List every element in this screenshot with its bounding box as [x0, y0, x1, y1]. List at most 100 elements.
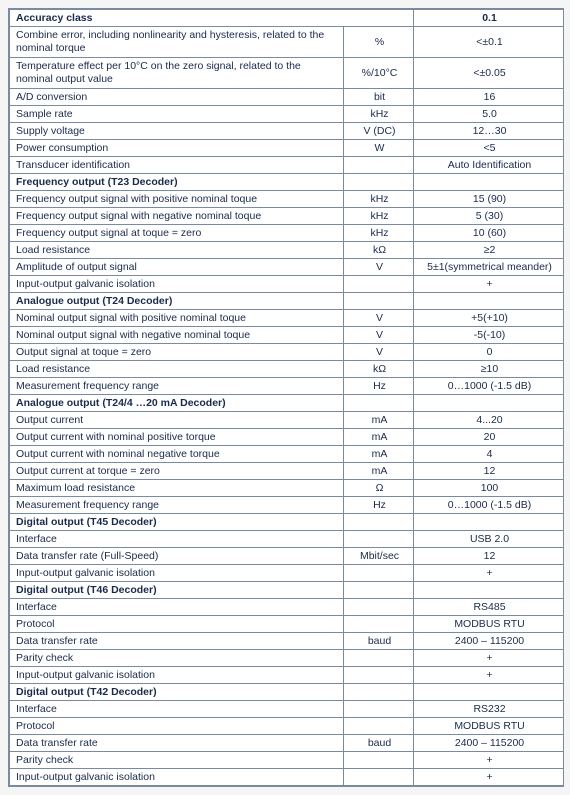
- section-label: Analogue output (T24/4 …20 mA Decoder): [10, 395, 344, 412]
- param-label: Measurement frequency range: [10, 378, 344, 395]
- param-label: Output current with nominal positive tor…: [10, 429, 344, 446]
- param-label: Load resistance: [10, 361, 344, 378]
- param-label: Output signal at toque = zero: [10, 344, 344, 361]
- param-value: ≥10: [414, 361, 564, 378]
- param-label: Temperature effect per 10°C on the zero …: [10, 58, 344, 89]
- param-label: Interface: [10, 599, 344, 616]
- param-label: Power consumption: [10, 140, 344, 157]
- param-value: 15 (90): [414, 191, 564, 208]
- header-left: Accuracy class: [10, 10, 414, 27]
- param-unit: [344, 565, 414, 582]
- section-unit: [344, 174, 414, 191]
- spec-table: Accuracy class0.1Combine error, includin…: [9, 9, 564, 786]
- param-label: Input-output galvanic isolation: [10, 667, 344, 684]
- param-value: 20: [414, 429, 564, 446]
- param-value: 5±1(symmetrical meander): [414, 259, 564, 276]
- param-label: Frequency output signal with positive no…: [10, 191, 344, 208]
- section-val: [414, 293, 564, 310]
- param-label: Transducer identification: [10, 157, 344, 174]
- param-label: Input-output galvanic isolation: [10, 276, 344, 293]
- param-unit: kHz: [344, 106, 414, 123]
- param-label: Interface: [10, 531, 344, 548]
- param-value: 2400 – 115200: [414, 633, 564, 650]
- param-value: RS485: [414, 599, 564, 616]
- param-value: <5: [414, 140, 564, 157]
- param-value: 4...20: [414, 412, 564, 429]
- param-label: Protocol: [10, 616, 344, 633]
- param-label: Data transfer rate (Full-Speed): [10, 548, 344, 565]
- param-value: <±0.05: [414, 58, 564, 89]
- param-label: Parity check: [10, 650, 344, 667]
- param-label: Parity check: [10, 752, 344, 769]
- param-unit: [344, 531, 414, 548]
- param-label: Input-output galvanic isolation: [10, 565, 344, 582]
- param-value: 0…1000 (-1.5 dB): [414, 378, 564, 395]
- param-unit: baud: [344, 633, 414, 650]
- section-val: [414, 395, 564, 412]
- param-unit: [344, 718, 414, 735]
- param-value: <±0.1: [414, 27, 564, 58]
- param-value: +: [414, 650, 564, 667]
- param-value: 4: [414, 446, 564, 463]
- section-unit: [344, 395, 414, 412]
- param-unit: Mbit/sec: [344, 548, 414, 565]
- param-unit: Ω: [344, 480, 414, 497]
- param-unit: bit: [344, 89, 414, 106]
- param-value: 5.0: [414, 106, 564, 123]
- param-unit: [344, 701, 414, 718]
- param-value: ≥2: [414, 242, 564, 259]
- param-unit: Hz: [344, 378, 414, 395]
- param-label: Interface: [10, 701, 344, 718]
- param-unit: mA: [344, 463, 414, 480]
- param-label: Nominal output signal with positive nomi…: [10, 310, 344, 327]
- param-unit: mA: [344, 429, 414, 446]
- section-unit: [344, 293, 414, 310]
- param-value: 12: [414, 463, 564, 480]
- param-unit: kHz: [344, 191, 414, 208]
- section-val: [414, 514, 564, 531]
- param-value: 12: [414, 548, 564, 565]
- param-value: 0…1000 (-1.5 dB): [414, 497, 564, 514]
- section-label: Frequency output (T23 Decoder): [10, 174, 344, 191]
- param-label: Protocol: [10, 718, 344, 735]
- param-value: 10 (60): [414, 225, 564, 242]
- param-value: +: [414, 667, 564, 684]
- param-value: 12…30: [414, 123, 564, 140]
- param-unit: V: [344, 344, 414, 361]
- param-value: 100: [414, 480, 564, 497]
- param-unit: kΩ: [344, 242, 414, 259]
- param-label: Sample rate: [10, 106, 344, 123]
- param-unit: [344, 599, 414, 616]
- section-label: Digital output (T46 Decoder): [10, 582, 344, 599]
- param-unit: [344, 667, 414, 684]
- param-label: Output current with nominal negative tor…: [10, 446, 344, 463]
- param-unit: [344, 616, 414, 633]
- param-label: Combine error, including nonlinearity an…: [10, 27, 344, 58]
- param-value: 5 (30): [414, 208, 564, 225]
- param-label: Nominal output signal with negative nomi…: [10, 327, 344, 344]
- param-unit: mA: [344, 446, 414, 463]
- param-unit: [344, 752, 414, 769]
- param-value: 16: [414, 89, 564, 106]
- param-unit: V: [344, 327, 414, 344]
- param-unit: W: [344, 140, 414, 157]
- param-label: Maximum load resistance: [10, 480, 344, 497]
- param-label: Load resistance: [10, 242, 344, 259]
- param-label: Data transfer rate: [10, 735, 344, 752]
- param-label: Frequency output signal at toque = zero: [10, 225, 344, 242]
- param-label: Measurement frequency range: [10, 497, 344, 514]
- param-label: Supply voltage: [10, 123, 344, 140]
- section-val: [414, 174, 564, 191]
- param-unit: kΩ: [344, 361, 414, 378]
- param-value: +5(+10): [414, 310, 564, 327]
- param-unit: [344, 769, 414, 786]
- param-value: Auto Identification: [414, 157, 564, 174]
- param-unit: kHz: [344, 225, 414, 242]
- param-value: +: [414, 769, 564, 786]
- param-value: MODBUS RTU: [414, 616, 564, 633]
- param-value: 2400 – 115200: [414, 735, 564, 752]
- section-label: Digital output (T45 Decoder): [10, 514, 344, 531]
- param-unit: %/10°C: [344, 58, 414, 89]
- param-value: 0: [414, 344, 564, 361]
- param-value: +: [414, 276, 564, 293]
